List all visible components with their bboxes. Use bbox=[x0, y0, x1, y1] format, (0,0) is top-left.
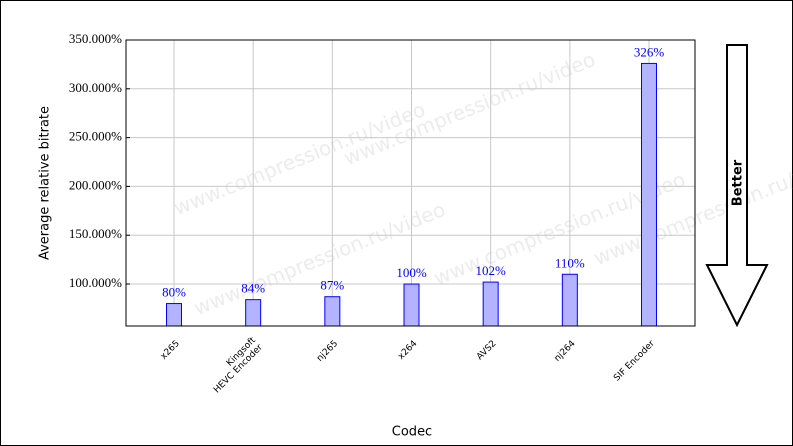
value-label: 100% bbox=[396, 265, 427, 280]
bar bbox=[561, 273, 578, 327]
value-label: 87% bbox=[320, 278, 344, 293]
y-tick-label: 250.000% bbox=[69, 129, 122, 144]
y-tick-label: 300.000% bbox=[69, 80, 122, 95]
value-label: 110% bbox=[555, 255, 585, 270]
value-label: 326% bbox=[634, 44, 665, 59]
annotation: Better bbox=[731, 159, 746, 206]
y-tick-label: 200.000% bbox=[69, 177, 122, 192]
bar bbox=[403, 283, 420, 327]
y-tick-label: 100.000% bbox=[69, 275, 122, 290]
value-label: 84% bbox=[241, 281, 265, 296]
bar bbox=[324, 296, 341, 327]
y-axis-label: Average relative bitrate bbox=[38, 106, 53, 260]
plot: 100.000% 150.000% 200.000% 250.000% 300.000%… bbox=[69, 31, 696, 395]
y-tick-label: 350.000% bbox=[69, 31, 122, 46]
value-label: 102% bbox=[475, 263, 506, 278]
x-axis-label: Codec bbox=[392, 425, 432, 440]
bar bbox=[245, 299, 262, 327]
bar bbox=[482, 281, 499, 327]
value-label: 80% bbox=[162, 285, 186, 300]
y-tick-label: 150.000% bbox=[69, 226, 122, 241]
plot-frame bbox=[125, 39, 696, 327]
better-arrow bbox=[705, 44, 769, 328]
bar bbox=[166, 303, 182, 327]
bar bbox=[641, 62, 657, 327]
